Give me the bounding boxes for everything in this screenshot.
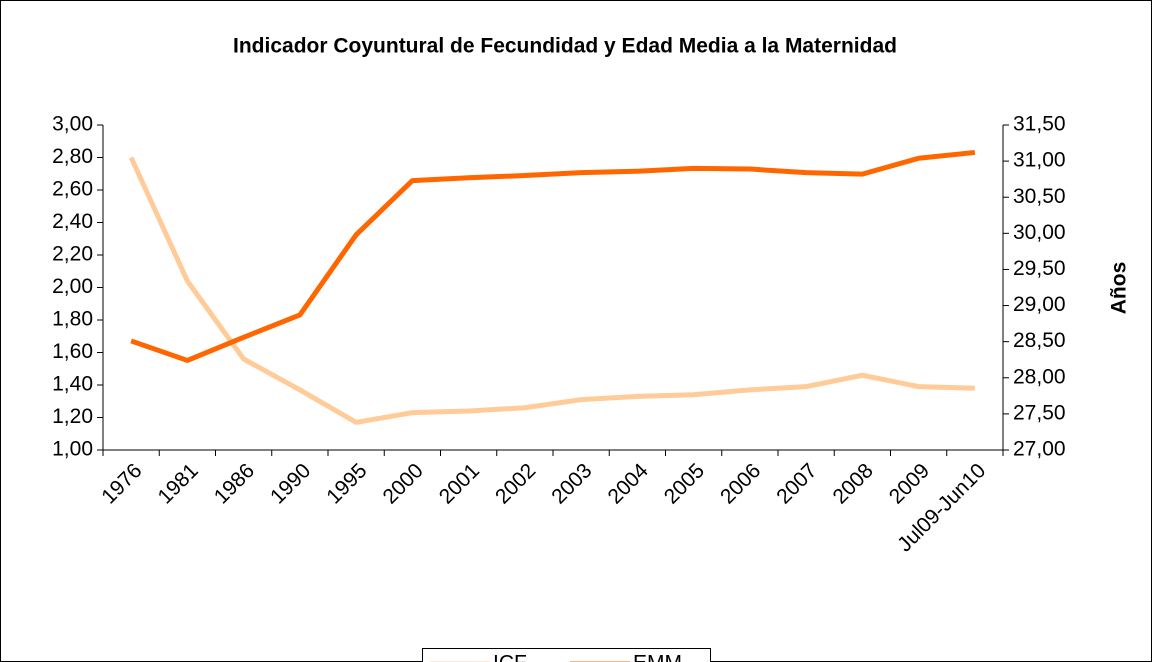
y-tick-label: 1,00 xyxy=(52,438,93,461)
legend-label: ICF xyxy=(493,652,527,662)
series-line xyxy=(130,149,976,363)
y2-tick-label: 29,50 xyxy=(1013,257,1066,280)
y-tick-label: 1,40 xyxy=(52,373,93,396)
y-tick-label: 2,80 xyxy=(52,145,93,168)
y2-tick-label: 28,00 xyxy=(1013,365,1066,388)
y-tick-label: 2,00 xyxy=(52,275,93,298)
y2-tick-label: 29,00 xyxy=(1013,293,1066,316)
y-tick-label: 2,20 xyxy=(52,243,93,266)
y-tick-label: 2,40 xyxy=(52,210,93,233)
y2-tick-label: 31,00 xyxy=(1013,149,1066,172)
y-tick-label: 1,80 xyxy=(52,308,93,331)
y2-tick-label: 30,00 xyxy=(1013,221,1066,244)
y2-tick-label: 30,50 xyxy=(1013,185,1066,208)
y2-tick-label: 28,50 xyxy=(1013,329,1066,352)
legend-box xyxy=(422,648,711,662)
y-tick-label: 1,20 xyxy=(52,405,93,428)
legend-label: EMM xyxy=(633,652,682,662)
series-line xyxy=(128,156,975,425)
y2-tick-label: 31,50 xyxy=(1013,113,1066,136)
y-tick-label: 3,00 xyxy=(52,113,93,136)
y-tick-label: 1,60 xyxy=(52,340,93,363)
chart-title: Indicador Coyuntural de Fecundidad y Eda… xyxy=(233,35,897,58)
y-tick-label: 2,60 xyxy=(52,178,93,201)
y2-tick-label: 27,50 xyxy=(1013,401,1066,424)
y2-axis-label: Años xyxy=(1108,262,1131,315)
y2-tick-label: 27,00 xyxy=(1013,438,1066,461)
